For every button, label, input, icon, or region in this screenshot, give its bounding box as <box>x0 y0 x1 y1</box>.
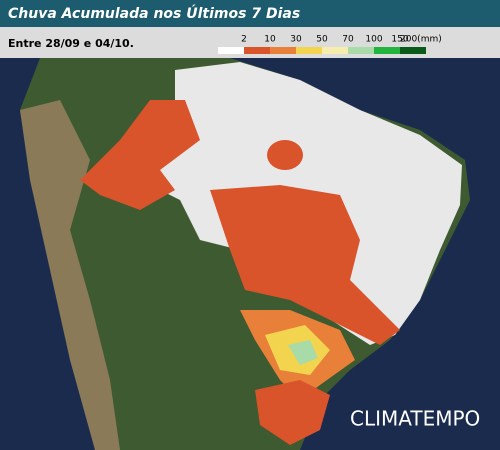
legend-swatch <box>374 47 400 54</box>
title-bar <box>0 0 500 27</box>
legend-label: 2 <box>241 35 247 45</box>
rain-central <box>210 185 400 345</box>
legend-swatch <box>348 47 374 54</box>
legend-label: 200(mm) <box>400 35 442 45</box>
rain-south-2 <box>255 380 330 445</box>
legend-label: 10 <box>264 35 276 45</box>
legend-label: 70 <box>342 35 354 45</box>
legend-label: 100 <box>365 35 382 45</box>
rain-northwest <box>80 100 200 210</box>
legend-swatch <box>400 47 426 54</box>
title: Chuva Acumulada nos Últimos 7 Dias <box>8 4 300 22</box>
legend-label: 150 <box>391 35 408 45</box>
legend-label: 50 <box>316 35 328 45</box>
brand: CLIMATEMPO <box>350 407 480 431</box>
rain-green <box>288 340 318 365</box>
rain-patch <box>267 140 303 170</box>
legend-swatch <box>244 47 270 54</box>
legend-swatch <box>296 47 322 54</box>
legend-label: 30 <box>290 35 302 45</box>
legend-swatch <box>270 47 296 54</box>
andes <box>20 100 120 450</box>
legend-swatch <box>218 47 244 54</box>
legend-swatch <box>322 47 348 54</box>
period: Entre 28/09 e 04/10. <box>8 37 134 50</box>
